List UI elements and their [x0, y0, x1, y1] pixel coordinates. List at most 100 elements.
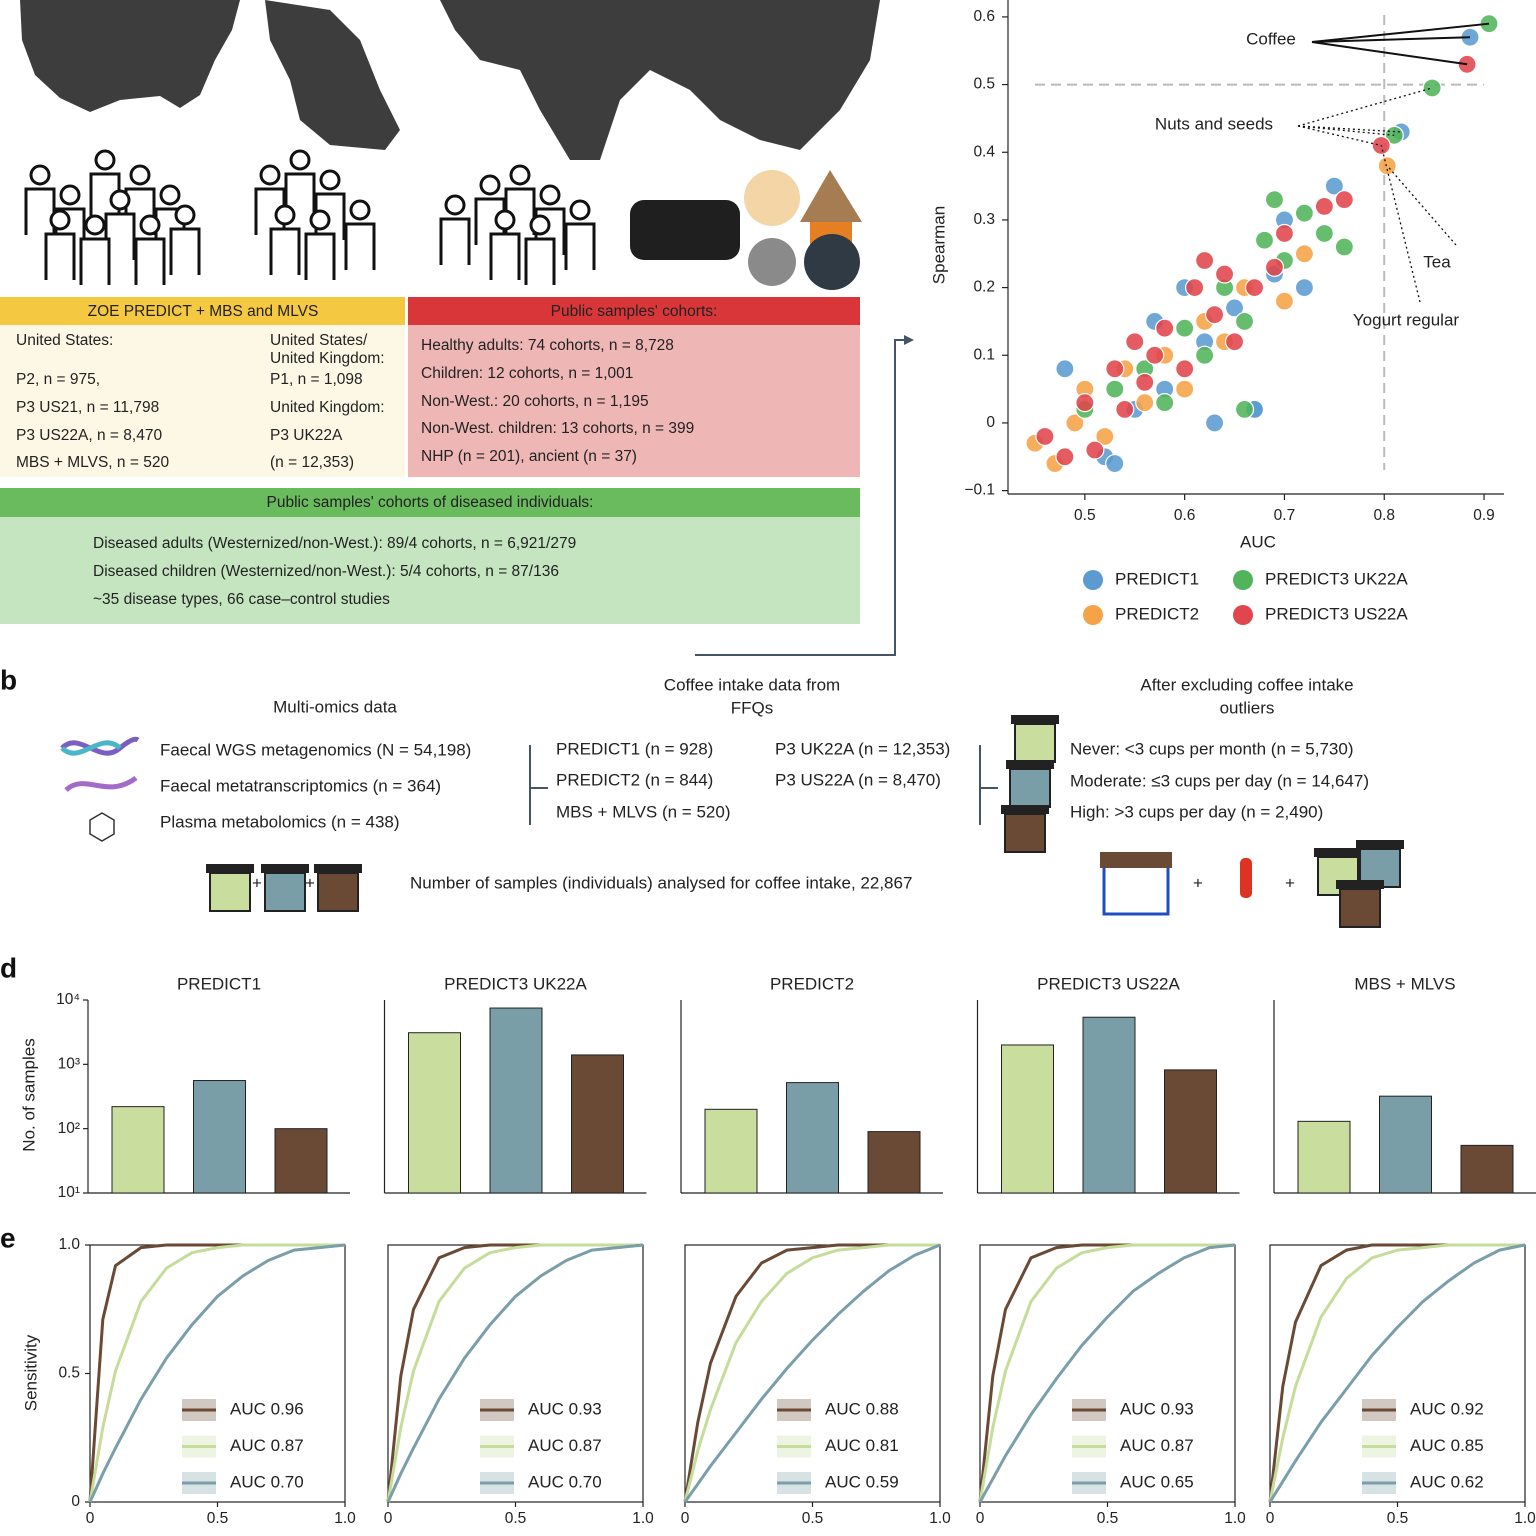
scatter-point: [1204, 305, 1225, 325]
omics-item: Plasma metabolomics (n = 438): [160, 812, 400, 831]
y-axis-label: Spearman: [929, 206, 948, 284]
cup-lid: [1001, 805, 1049, 814]
annotation: Nuts and seeds: [1155, 114, 1273, 133]
section-title: FFQs: [731, 698, 774, 717]
panel-label: e: [0, 1222, 16, 1253]
us-text: United States:: [16, 332, 113, 349]
legend-label: AUC 0.93: [1120, 1399, 1194, 1418]
section-title: outliers: [1220, 698, 1275, 717]
outlier-item: Moderate: ≤3 cups per day (n = 14,647): [1070, 771, 1369, 790]
person-body: [439, 217, 471, 265]
maps: [20, 0, 880, 160]
baby-icon: [744, 170, 800, 226]
uk-text: United Kingdom:: [270, 399, 385, 416]
bar: [274, 1128, 328, 1194]
diseased-text: Diseased adults (Westernized/non-West.):…: [93, 535, 576, 552]
person-body: [269, 227, 301, 275]
person-head: [539, 184, 561, 206]
person-head: [569, 199, 591, 221]
diseased-header-box: [0, 488, 860, 517]
person-body: [489, 232, 521, 280]
cup: [1014, 723, 1056, 763]
arrow-head: [904, 335, 914, 345]
chart-title: MBS + MLVS: [1354, 974, 1455, 993]
y-tick-label: 0.5: [58, 1365, 80, 1382]
x-tick-label: 0.5: [1387, 1510, 1409, 1527]
section-title: Multi-omics data: [273, 697, 397, 716]
scatter-point: [1115, 399, 1135, 420]
annotation: Coffee: [1246, 29, 1296, 48]
annotation-line: [1297, 125, 1395, 136]
chart-title: PREDICT3 US22A: [1037, 974, 1180, 993]
uk-text: United States/: [270, 332, 368, 349]
scatter-point: [1324, 176, 1344, 196]
scatter-point: [1194, 345, 1215, 365]
cup-lid: [314, 864, 362, 873]
rna-icon: [64, 775, 138, 793]
legend-label: PREDICT2: [1115, 604, 1199, 623]
stool-jar: [1102, 860, 1170, 916]
legend-label: PREDICT1: [1115, 569, 1199, 588]
x-tick-label: 0.5: [802, 1510, 824, 1527]
scatter-point: [1314, 196, 1334, 216]
diseased-text: Diseased children (Westernized/non-West.…: [93, 563, 559, 580]
summary: Number of samples (individuals) analysed…: [410, 873, 912, 892]
y-tick-label: 0: [71, 1493, 80, 1510]
cup-lid: [1011, 715, 1059, 724]
scatter-point: [1055, 447, 1075, 467]
coffee-cups: [206, 715, 1404, 928]
legend-label: AUC 0.70: [230, 1472, 304, 1491]
cohort-item: PREDICT2 (n = 844): [556, 770, 713, 789]
cup: [1009, 768, 1051, 808]
person-head: [509, 164, 531, 186]
molecule-icon: [89, 812, 115, 842]
chart-title: PREDICT2: [770, 974, 854, 993]
person-head: [84, 214, 106, 236]
clinic-icons: [630, 170, 862, 290]
us-text: P3 US22A, n = 8,470: [16, 427, 162, 444]
person-body: [104, 212, 136, 260]
roc-curve: [88, 1243, 345, 1503]
roc-curve: [1268, 1243, 1526, 1503]
bar: [489, 1007, 543, 1194]
world-map: [440, 0, 880, 160]
x-tick-label: 1.0: [929, 1510, 951, 1527]
person-body: [304, 232, 336, 280]
y-tick-label: 10¹: [58, 1184, 80, 1201]
uk-text: P3 UK22A: [270, 427, 343, 444]
y-tick-label: 0.1: [973, 346, 995, 363]
bar: [1164, 1069, 1217, 1194]
bar: [1379, 1095, 1432, 1194]
x-tick-label: 0.5: [505, 1510, 527, 1527]
x-tick-label: 0.5: [1074, 507, 1096, 524]
scatter-point: [1264, 257, 1285, 277]
uk-text: (n = 12,353): [270, 454, 354, 471]
bar: [1297, 1120, 1351, 1194]
scatter-point: [1244, 278, 1265, 298]
scatter-point: [1334, 237, 1354, 257]
person-head: [139, 214, 161, 236]
x-axis-label: AUC: [1240, 532, 1276, 551]
cup-lid: [206, 864, 254, 873]
legend-label: AUC 0.85: [1410, 1436, 1484, 1455]
annotation: Yogurt regular: [1353, 310, 1460, 329]
scatter-point: [1175, 379, 1195, 399]
us-header-box: [0, 297, 405, 325]
scatter-point: [1135, 393, 1155, 413]
person-head: [529, 214, 551, 236]
bar: [571, 1054, 624, 1194]
roc-curve: [1268, 1243, 1525, 1503]
x-tick-label: 0.5: [1097, 1510, 1119, 1527]
legend-label: AUC 0.62: [1410, 1472, 1484, 1491]
scatter-point: [1334, 190, 1354, 210]
scatter-point: [1135, 372, 1155, 392]
scatter-point: [1422, 78, 1442, 98]
scatter-point: [1105, 453, 1125, 474]
us-body-box: [0, 325, 405, 477]
scatter-point: [1234, 311, 1255, 332]
scatter-point: [1204, 413, 1225, 433]
dentist-icon: [630, 200, 740, 260]
public-text: Children: 12 cohorts, n = 1,001: [421, 365, 633, 382]
y-tick-label: 0: [986, 414, 995, 431]
annotation-line: [1311, 36, 1471, 43]
